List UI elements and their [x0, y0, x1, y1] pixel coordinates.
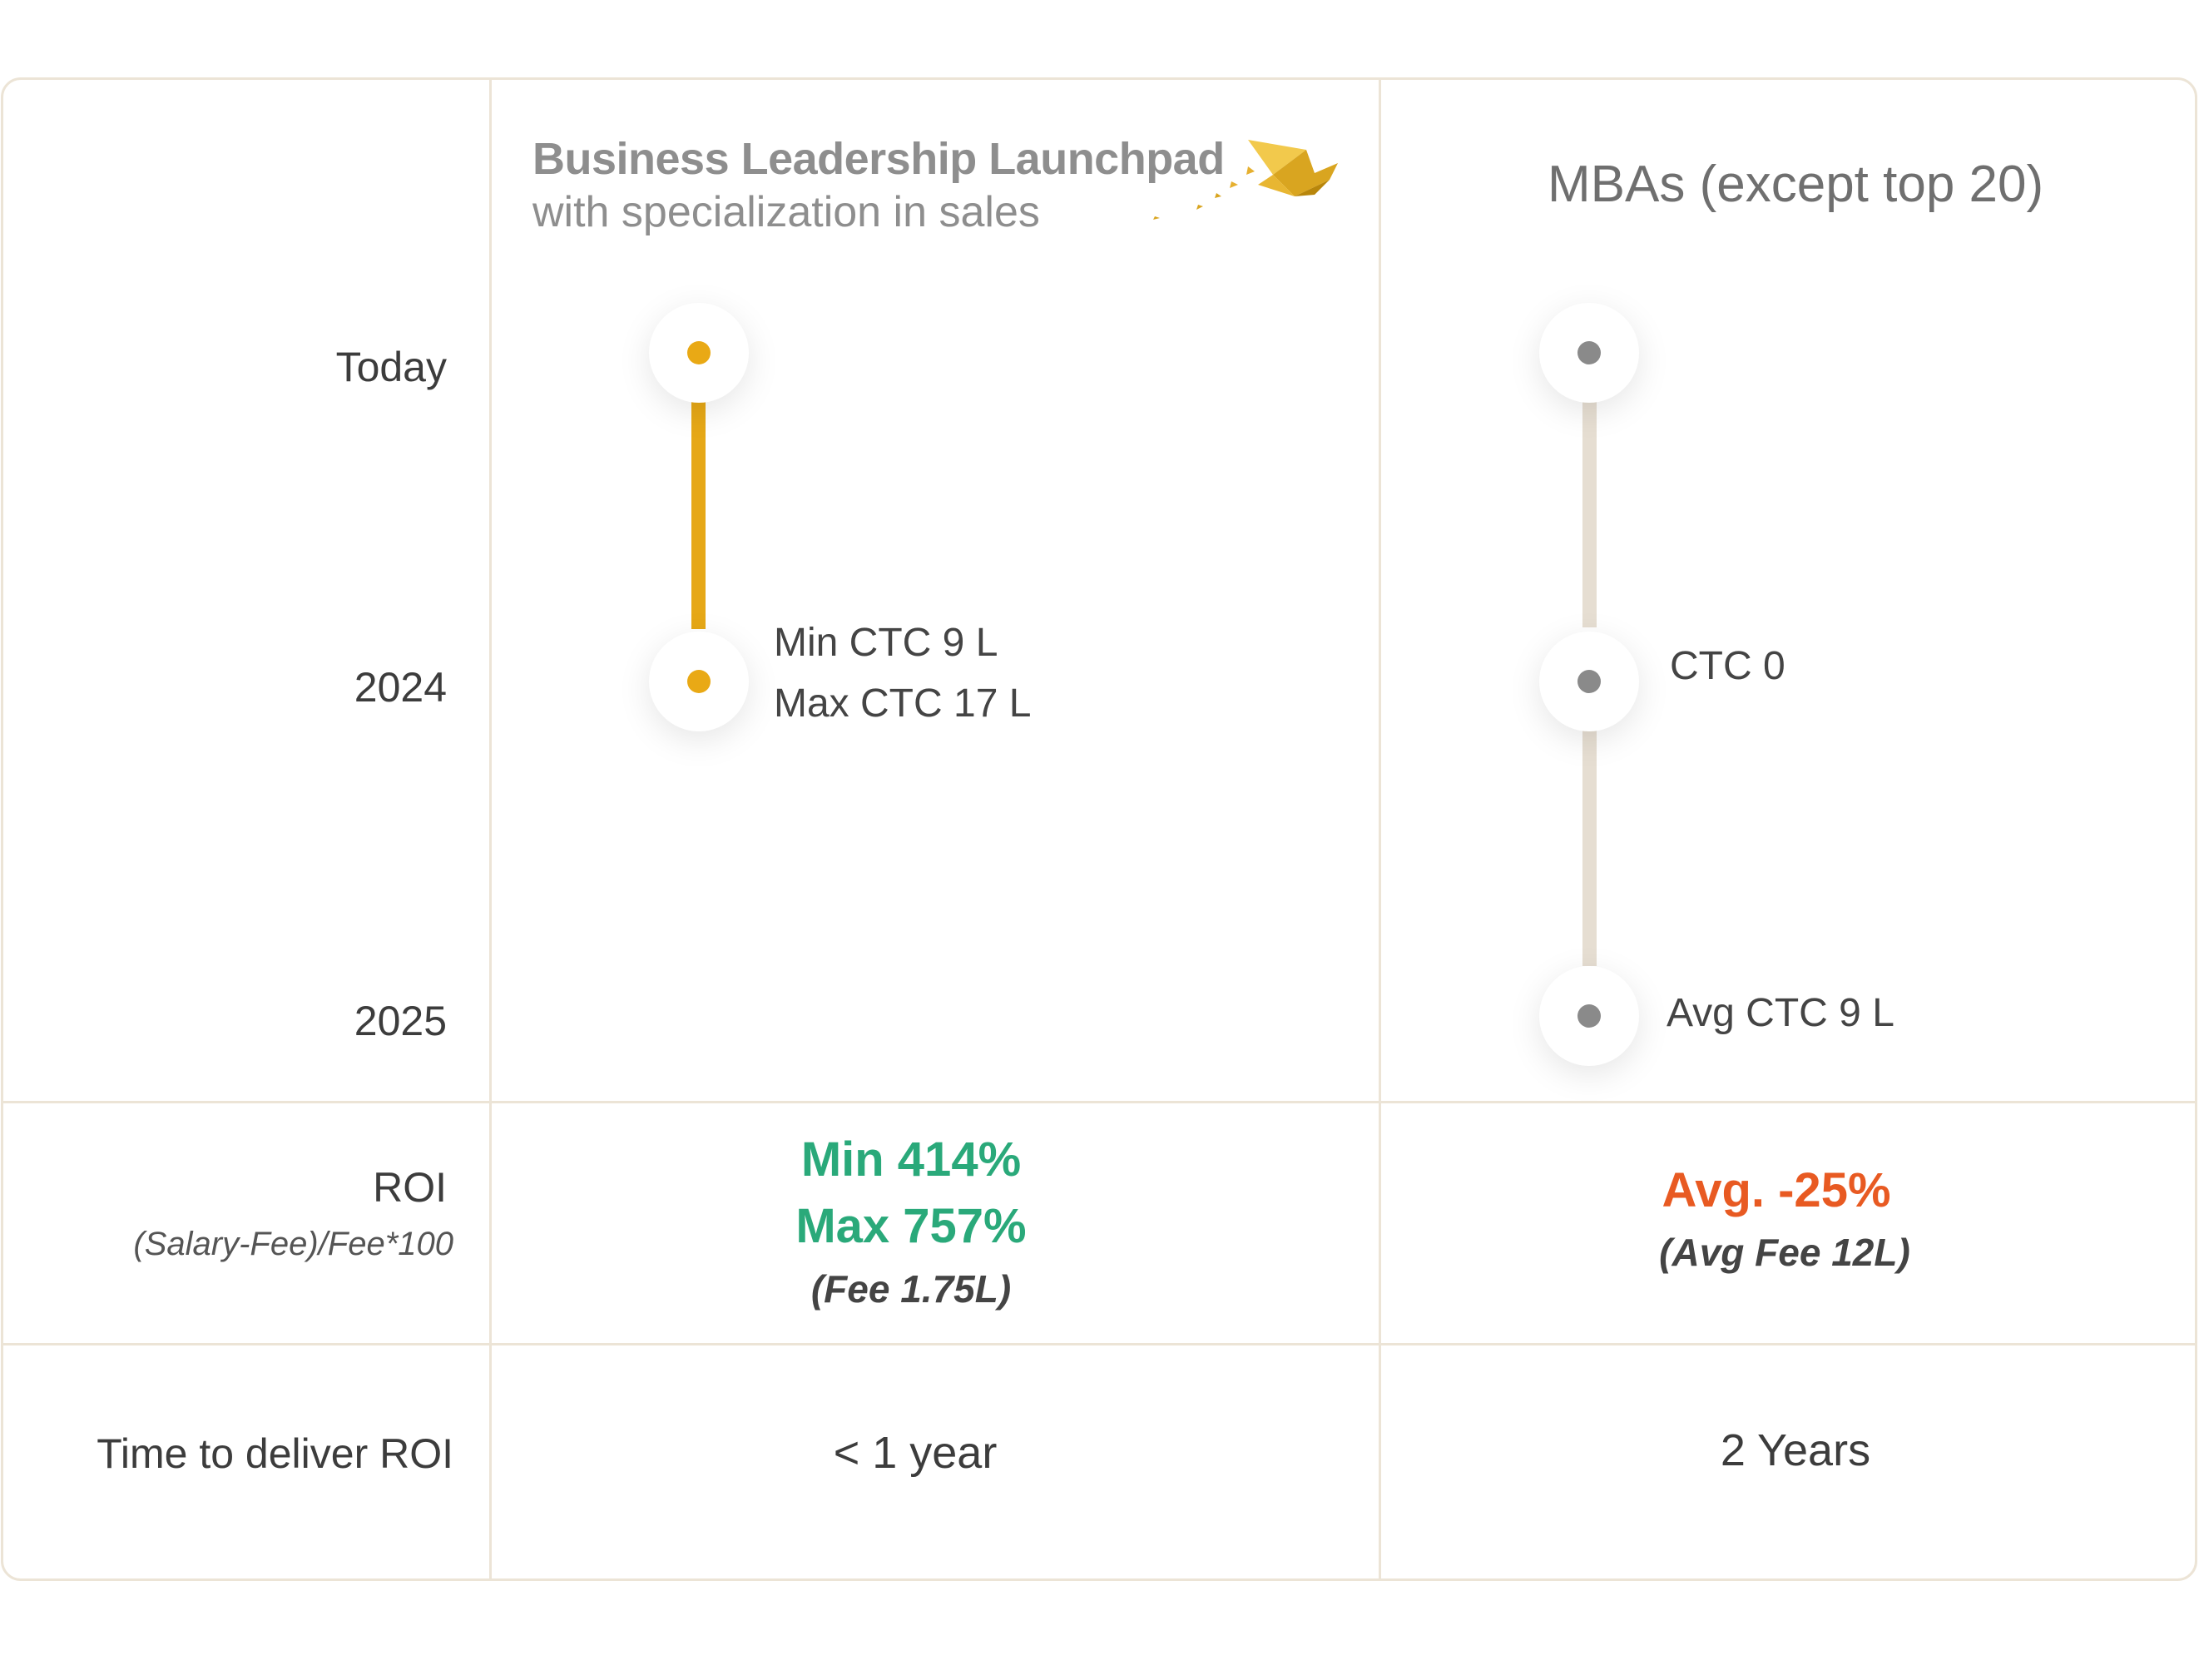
bll-max-ctc: Max CTC 17 L: [774, 681, 1032, 726]
bll-roi-min: Min 414%: [800, 1132, 1022, 1187]
bll-min-ctc: Min CTC 9 L: [774, 621, 998, 665]
mba-roi-avg: Avg. -25%: [1662, 1163, 1891, 1217]
row-divider: [1, 1101, 2197, 1103]
bll-logo-title: Business Leadership Launchpad: [532, 134, 1225, 184]
timeline-node-2025: [1539, 966, 1639, 1066]
bll-time-to-roi: < 1 year: [833, 1428, 998, 1478]
bird-icon: [1153, 140, 1338, 220]
bll-logo-subtitle: with specialization in sales: [532, 188, 1040, 236]
timeline-node-today: [649, 303, 749, 403]
bll-fee: (Fee 1.75L): [810, 1267, 1012, 1311]
timeline-node-2024: [649, 632, 749, 731]
bll-timeline-bar: [691, 402, 706, 629]
roi-formula: (Salary-Fee)/Fee*100: [133, 1226, 453, 1262]
timeline-node-today: [1539, 303, 1639, 403]
mba-fee: (Avg Fee 12L): [1659, 1231, 1910, 1274]
row-label-today: Today: [335, 344, 447, 390]
row-divider: [1, 1343, 2197, 1345]
column-divider: [1379, 77, 1381, 1581]
row-label-2025: 2025: [354, 998, 447, 1044]
mba-time-to-roi: 2 Years: [1720, 1425, 1871, 1475]
row-label-roi: ROI: [373, 1164, 447, 1211]
row-label-time-to-roi: Time to deliver ROI: [97, 1430, 453, 1477]
mba-timeline-bar: [1582, 728, 1597, 966]
timeline-node-2024: [1539, 632, 1639, 731]
mba-timeline-bar: [1582, 402, 1597, 627]
mba-avg-ctc: Avg CTC 9 L: [1667, 991, 1894, 1035]
bll-roi-max: Max 757%: [795, 1199, 1027, 1253]
row-label-2024: 2024: [354, 664, 447, 711]
mba-column-title: MBAs (except top 20): [1548, 156, 2044, 213]
mba-ctc-2024: CTC 0: [1670, 644, 1785, 688]
column-divider: [489, 77, 492, 1581]
comparison-table: [1, 77, 2197, 1581]
